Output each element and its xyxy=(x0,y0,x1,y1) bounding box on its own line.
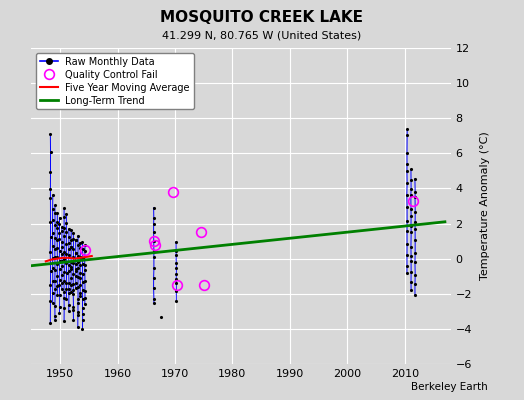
Text: 41.299 N, 80.765 W (United States): 41.299 N, 80.765 W (United States) xyxy=(162,30,362,40)
Text: MOSQUITO CREEK LAKE: MOSQUITO CREEK LAKE xyxy=(160,10,364,25)
Text: Berkeley Earth: Berkeley Earth xyxy=(411,382,487,392)
Legend: Raw Monthly Data, Quality Control Fail, Five Year Moving Average, Long-Term Tren: Raw Monthly Data, Quality Control Fail, … xyxy=(36,53,194,109)
Y-axis label: Temperature Anomaly (°C): Temperature Anomaly (°C) xyxy=(481,132,490,280)
